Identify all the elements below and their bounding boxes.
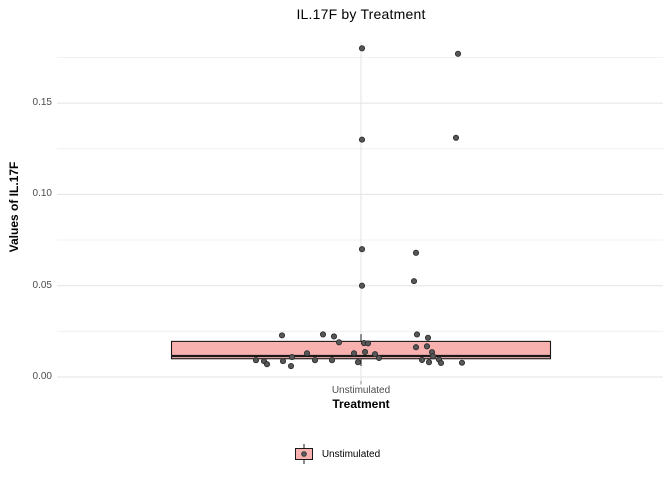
jitter-point	[311, 357, 319, 364]
jitter-point	[358, 45, 366, 52]
jitter-point	[458, 359, 466, 366]
jitter-point	[263, 361, 271, 368]
jitter-point	[454, 50, 462, 57]
legend: Unstimulated	[0, 440, 672, 468]
jitter-point	[452, 134, 460, 141]
jitter-point	[423, 343, 431, 350]
jitter-point	[279, 358, 287, 365]
legend-entry-label: Unstimulated	[321, 448, 381, 460]
jitter-point	[328, 357, 336, 364]
chart-title: IL.17F by Treatment	[296, 6, 426, 22]
jitter-point	[252, 357, 260, 364]
jitter-point	[358, 246, 366, 253]
jitter-point	[412, 344, 420, 351]
jitter-point	[412, 249, 420, 256]
jitter-point	[319, 331, 327, 338]
y-tick-label-0.05: 0.05	[32, 280, 52, 291]
jitter-point	[429, 353, 437, 360]
jitter-point	[287, 362, 295, 370]
boxplot-key-icon	[294, 444, 313, 464]
jitter-point	[354, 359, 362, 366]
jitter-point	[361, 348, 369, 356]
jitter-point	[350, 350, 358, 357]
jitter-point	[413, 331, 421, 338]
x-tick-label-unstimulated: Unstimulated	[331, 385, 391, 396]
boxplot-box	[170, 340, 552, 360]
jitter-point	[335, 339, 343, 346]
jitter-point	[410, 278, 418, 285]
jitter-point	[358, 136, 366, 143]
jitter-point	[425, 359, 433, 366]
y-tick-label-0.15: 0.15	[32, 97, 52, 108]
jitter-point	[303, 350, 311, 357]
jitter-point	[437, 359, 445, 366]
y-axis-title: Values of IL.17F	[7, 161, 21, 253]
y-tick-label-0.00: 0.00	[32, 371, 52, 382]
jitter-point	[288, 354, 296, 361]
y-tick-label-0.10: 0.10	[32, 188, 52, 199]
jitter-point	[371, 351, 379, 358]
x-axis-title: Treatment	[332, 397, 390, 411]
jitter-point	[358, 282, 366, 289]
jitter-point	[330, 333, 338, 340]
key-point	[301, 451, 307, 457]
jitter-point	[364, 340, 372, 347]
jitter-point	[278, 332, 286, 339]
jitter-point	[418, 356, 426, 364]
jitter-point	[424, 334, 432, 341]
jitter-point	[375, 354, 383, 362]
